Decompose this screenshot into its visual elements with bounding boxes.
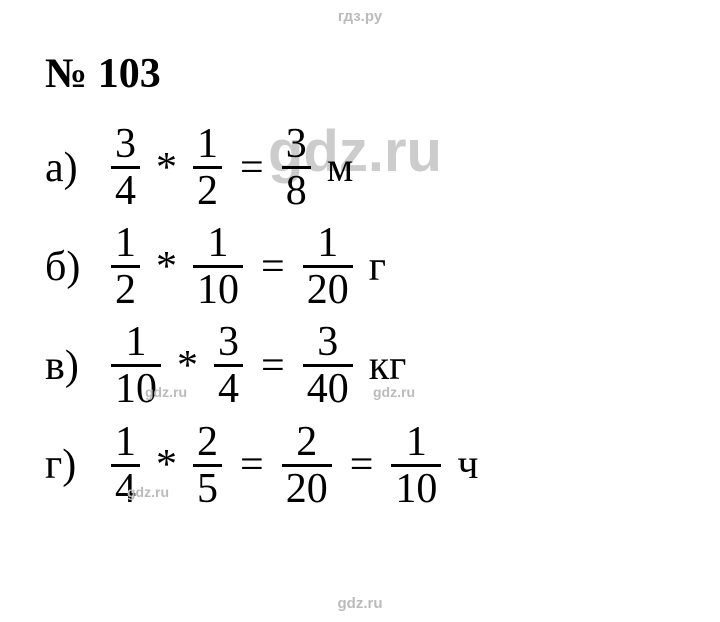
equation-b: б) 1 2 * 1 10 = 1 20 г	[45, 221, 479, 312]
num: 1	[204, 221, 233, 265]
label-v: в)	[45, 342, 93, 390]
unit-b: г	[369, 243, 386, 291]
num: 1	[111, 420, 140, 464]
den: 10	[193, 265, 243, 312]
fraction-v2: 3 4	[214, 320, 243, 411]
num: 2	[193, 420, 222, 464]
num: 1	[122, 320, 151, 364]
inline-watermark-2: gdz.ru	[373, 384, 415, 400]
fraction-b2: 1 10	[193, 221, 243, 312]
inline-watermark-1: gdz.ru	[145, 384, 187, 400]
fraction-g4: 1 10	[391, 420, 441, 511]
num: 3	[282, 122, 311, 166]
problem-title: № 103	[45, 50, 479, 98]
den: 4	[111, 166, 140, 213]
op-g: *	[156, 441, 177, 489]
fraction-g3: 2 20	[282, 420, 332, 511]
fraction-a1: 3 4	[111, 122, 140, 213]
num: 1	[402, 420, 431, 464]
label-g: г)	[45, 441, 93, 489]
header-watermark: гдз.ру	[338, 8, 382, 25]
eq-g: =	[240, 441, 264, 489]
num: 2	[292, 420, 321, 464]
label-b: б)	[45, 243, 93, 291]
equation-g: gdz.ru г) 1 4 * 2 5 = 2 20 = 1 10 ч	[45, 420, 479, 511]
num: 1	[111, 221, 140, 265]
den: 40	[303, 364, 353, 411]
unit-v: кг	[369, 342, 407, 390]
unit-g: ч	[457, 441, 478, 489]
op-v: *	[177, 342, 198, 390]
fraction-b3: 1 20	[303, 221, 353, 312]
problem-number: 103	[98, 51, 161, 97]
unit-a: м	[327, 144, 354, 192]
op-b: *	[156, 243, 177, 291]
den: 20	[303, 265, 353, 312]
num: 1	[193, 122, 222, 166]
fraction-v3: 3 40	[303, 320, 353, 411]
den: 2	[193, 166, 222, 213]
footer-watermark: gdz.ru	[338, 595, 383, 612]
op-a: *	[156, 144, 177, 192]
num: 3	[214, 320, 243, 364]
num: 1	[313, 221, 342, 265]
eq2-g: =	[350, 441, 374, 489]
fraction-g2: 2 5	[193, 420, 222, 511]
inline-watermark-3: gdz.ru	[127, 484, 169, 500]
equation-a: а) 3 4 * 1 2 = 3 8 м	[45, 122, 479, 213]
label-a: а)	[45, 144, 93, 192]
equation-v: gdz.ru gdz.ru в) 1 10 * 3 4 = 3 40 кг	[45, 320, 479, 411]
den: 5	[193, 464, 222, 511]
den: 10	[391, 464, 441, 511]
den: 8	[282, 166, 311, 213]
den: 4	[214, 364, 243, 411]
number-sign: №	[45, 51, 87, 97]
eq-v: =	[261, 342, 285, 390]
fraction-a2: 1 2	[193, 122, 222, 213]
num: 3	[313, 320, 342, 364]
fraction-a3: 3 8	[282, 122, 311, 213]
den: 20	[282, 464, 332, 511]
eq-a: =	[240, 144, 264, 192]
num: 3	[111, 122, 140, 166]
content-area: № 103 а) 3 4 * 1 2 = 3 8 м б)	[45, 50, 479, 519]
fraction-b1: 1 2	[111, 221, 140, 312]
eq-b: =	[261, 243, 285, 291]
den: 2	[111, 265, 140, 312]
